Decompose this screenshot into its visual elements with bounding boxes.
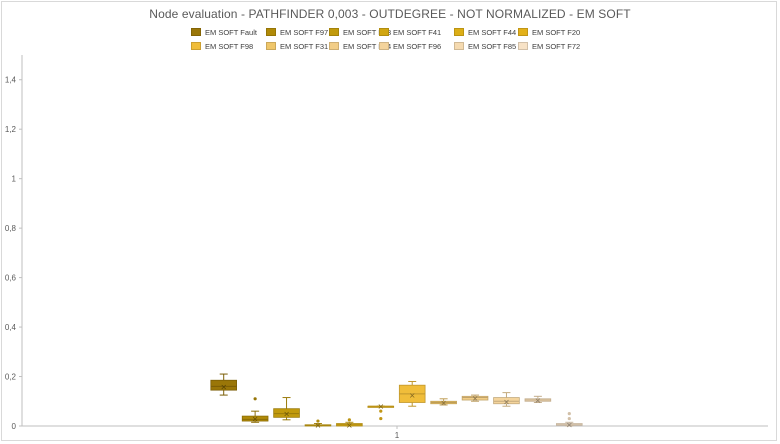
legend-item: EM SOFT F20 (518, 27, 580, 37)
legend-label: EM SOFT F31 (280, 41, 329, 51)
box-em-soft-f85: × (524, 395, 552, 405)
legend-item: EM SOFT F96 (379, 41, 441, 51)
legend-item: EM SOFT F31 (266, 41, 328, 51)
legend-swatch (454, 42, 464, 50)
legend-swatch (454, 28, 464, 36)
legend-item: EM SOFT F44 (454, 27, 516, 37)
outlier-point (253, 397, 257, 401)
mean-marker: × (220, 382, 227, 391)
legend-label: EM SOFT F84 (343, 41, 392, 51)
y-tick-label: 0 (12, 422, 17, 431)
box-em-soft-f72: × (556, 412, 583, 429)
legend-swatch (379, 28, 389, 36)
outlier-point (347, 418, 351, 422)
legend-item: EM SOFT F85 (454, 41, 516, 51)
legend-label: EM SOFT F53 (343, 27, 392, 37)
legend-label: EM SOFT F96 (393, 41, 442, 51)
box-body (241, 415, 269, 422)
legend-label: EM SOFT F44 (468, 27, 517, 37)
outlier-point (567, 412, 571, 416)
legend-item: EM SOFT F84 (329, 41, 391, 51)
y-tick-label: 0,2 (5, 373, 17, 382)
mean-marker: × (440, 399, 447, 408)
mean-marker: × (346, 421, 353, 430)
y-tick-label: 1,4 (5, 76, 17, 85)
mean-marker: × (503, 397, 510, 406)
legend-label: EM SOFT Fault (205, 27, 257, 37)
mean-marker: × (377, 402, 384, 411)
legend-item: EM SOFT F53 (329, 27, 391, 37)
y-tick-label: 1,2 (5, 125, 17, 134)
box-em-soft-f31: × (430, 398, 457, 408)
legend-swatch (266, 28, 276, 36)
outlier-point (379, 416, 383, 421)
legend-item: EM SOFT F72 (518, 41, 580, 51)
box-em-soft-fault: × (210, 373, 237, 396)
box-body (493, 397, 520, 405)
box-em-soft-f96: × (493, 392, 520, 407)
legend-swatch (379, 42, 389, 50)
legend-label: EM SOFT F97 (280, 27, 329, 37)
legend-swatch (329, 28, 339, 36)
mean-marker: × (566, 420, 573, 429)
mean-marker: × (315, 421, 322, 430)
mean-marker: × (409, 391, 416, 400)
mean-marker: × (472, 394, 479, 403)
legend-item: EM SOFT F97 (266, 27, 328, 37)
mean-marker: × (535, 396, 542, 405)
legend-swatch (191, 28, 201, 36)
mean-marker: × (283, 410, 290, 419)
box-body (210, 379, 237, 391)
box-em-soft-f98: × (398, 380, 426, 407)
y-tick-label: 0,4 (5, 323, 17, 332)
legend-label: EM SOFT F98 (205, 41, 254, 51)
box-body (461, 395, 489, 401)
chart-title: Node evaluation - PATHFINDER 0,003 - OUT… (149, 7, 631, 21)
legend-label: EM SOFT F20 (532, 27, 581, 37)
box-em-soft-f44: × (336, 418, 363, 430)
legend-swatch (266, 42, 276, 50)
legend-item: EM SOFT F98 (191, 41, 253, 51)
legend-label: EM SOFT F41 (393, 27, 442, 37)
box-body (273, 408, 300, 418)
box-em-soft-f20: × (367, 402, 395, 421)
legend-label: EM SOFT F85 (468, 41, 517, 51)
outlier-point (379, 409, 383, 413)
outlier-point (316, 419, 320, 423)
box-em-soft-f84: × (461, 394, 489, 403)
mean-marker: × (252, 415, 259, 424)
legend-swatch (191, 42, 201, 50)
legend-item: EM SOFT F41 (379, 27, 441, 37)
outlier-point (567, 416, 571, 421)
box-em-soft-f53: × (273, 397, 300, 421)
legend-swatch (329, 42, 339, 50)
box-em-soft-f97: × (241, 397, 269, 424)
y-tick-label: 1 (12, 175, 17, 184)
y-tick-label: 0,8 (5, 224, 17, 233)
legend-label: EM SOFT F72 (532, 41, 581, 51)
legend-item: EM SOFT Fault (191, 27, 257, 37)
legend-swatch (518, 28, 528, 36)
x-tick-label: 1 (395, 431, 400, 440)
legend-swatch (518, 42, 528, 50)
y-tick-label: 0,6 (5, 274, 17, 283)
box-em-soft-f41: × (304, 419, 332, 430)
